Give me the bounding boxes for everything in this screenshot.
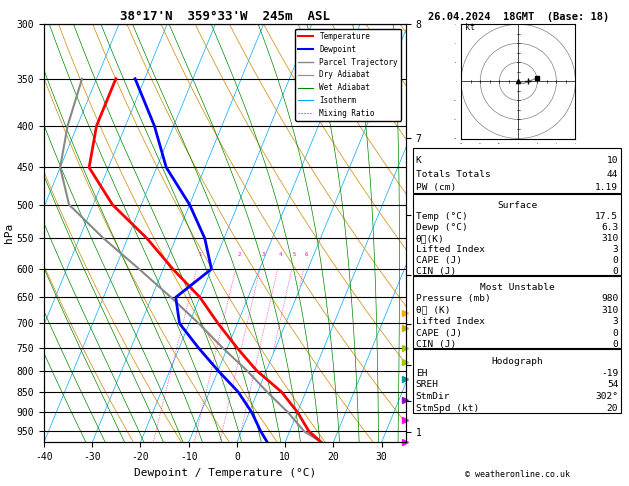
Y-axis label: km
ASL: km ASL (429, 233, 447, 255)
Text: CAPE (J): CAPE (J) (416, 329, 462, 338)
Y-axis label: hPa: hPa (4, 223, 14, 243)
Text: 310: 310 (601, 306, 618, 315)
Text: 6: 6 (304, 252, 308, 257)
Text: 0: 0 (613, 329, 618, 338)
Text: Temp (°C): Temp (°C) (416, 212, 467, 221)
Text: SREH: SREH (416, 381, 439, 389)
Text: kt: kt (465, 23, 475, 32)
Text: StmSpd (kt): StmSpd (kt) (416, 404, 479, 413)
Title: 38°17'N  359°33'W  245m  ASL: 38°17'N 359°33'W 245m ASL (120, 10, 330, 23)
Text: PW (cm): PW (cm) (416, 183, 456, 192)
Text: θᴇ(K): θᴇ(K) (416, 234, 445, 243)
Text: 44: 44 (607, 170, 618, 179)
Text: Lifted Index: Lifted Index (416, 245, 485, 254)
Text: 20: 20 (607, 404, 618, 413)
Text: 2: 2 (237, 252, 240, 257)
Text: 10: 10 (607, 156, 618, 165)
Text: Pressure (mb): Pressure (mb) (416, 295, 491, 303)
Text: CIN (J): CIN (J) (416, 340, 456, 349)
Text: CIN (J): CIN (J) (416, 267, 456, 276)
Text: K: K (416, 156, 421, 165)
X-axis label: Dewpoint / Temperature (°C): Dewpoint / Temperature (°C) (134, 468, 316, 478)
Text: EH: EH (416, 368, 427, 378)
Text: 310: 310 (601, 234, 618, 243)
Text: Lifted Index: Lifted Index (416, 317, 485, 326)
Text: StmDir: StmDir (416, 392, 450, 401)
Text: -19: -19 (601, 368, 618, 378)
Text: 3: 3 (613, 317, 618, 326)
Text: Totals Totals: Totals Totals (416, 170, 491, 179)
Text: Dewp (°C): Dewp (°C) (416, 223, 467, 232)
Text: 26.04.2024  18GMT  (Base: 18): 26.04.2024 18GMT (Base: 18) (428, 12, 610, 22)
Legend: Temperature, Dewpoint, Parcel Trajectory, Dry Adiabat, Wet Adiabat, Isotherm, Mi: Temperature, Dewpoint, Parcel Trajectory… (295, 29, 401, 121)
Text: θᴇ (K): θᴇ (K) (416, 306, 450, 315)
Text: 1.19: 1.19 (595, 183, 618, 192)
Text: 3: 3 (261, 252, 264, 257)
Text: 302°: 302° (595, 392, 618, 401)
Text: 980: 980 (601, 295, 618, 303)
Text: 1: 1 (198, 252, 201, 257)
Text: Mixing Ratio (g/kg): Mixing Ratio (g/kg) (428, 236, 437, 331)
Text: 54: 54 (607, 381, 618, 389)
Text: 0: 0 (613, 267, 618, 276)
Text: 3: 3 (613, 245, 618, 254)
Text: CAPE (J): CAPE (J) (416, 256, 462, 265)
Text: 4: 4 (279, 252, 282, 257)
Text: Hodograph: Hodograph (491, 357, 543, 365)
Text: Surface: Surface (497, 201, 537, 210)
Text: 6.3: 6.3 (601, 223, 618, 232)
Text: LCL: LCL (460, 402, 475, 411)
Text: Most Unstable: Most Unstable (480, 283, 554, 292)
Text: © weatheronline.co.uk: © weatheronline.co.uk (465, 470, 569, 479)
Text: 0: 0 (613, 256, 618, 265)
Text: 0: 0 (613, 340, 618, 349)
Text: 5: 5 (293, 252, 296, 257)
Text: 17.5: 17.5 (595, 212, 618, 221)
